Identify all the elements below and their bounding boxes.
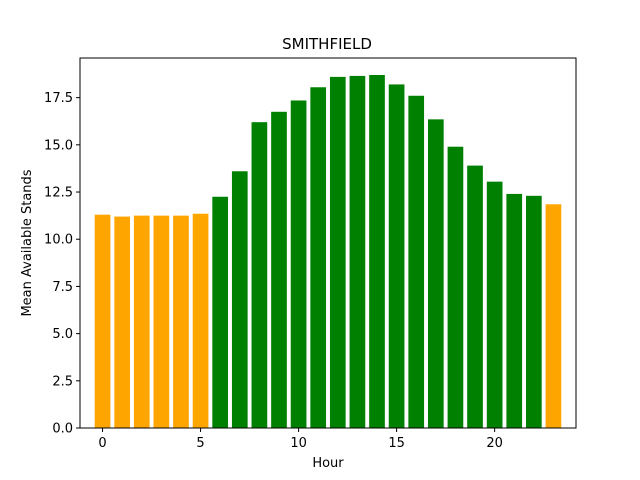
bar-hour-20 bbox=[486, 181, 503, 428]
bar-hour-10 bbox=[290, 100, 307, 428]
bar-hour-19 bbox=[467, 165, 483, 428]
y-tick-label: 0.0 bbox=[52, 422, 73, 437]
x-tick-label: 10 bbox=[290, 436, 307, 451]
y-tick-label: 15.0 bbox=[44, 138, 73, 153]
x-tick-label: 5 bbox=[196, 436, 204, 451]
bar-hour-23 bbox=[545, 204, 562, 428]
bar-hour-17 bbox=[427, 119, 444, 428]
bar-hour-0 bbox=[94, 214, 111, 428]
bar-hour-6 bbox=[212, 196, 229, 428]
bar-hour-3 bbox=[153, 215, 170, 428]
y-axis-ticks: 0.0 2.5 5.0 7.5 10.0 12.5 15.0 17.5 bbox=[44, 91, 80, 437]
bar-hour-4 bbox=[173, 215, 189, 428]
x-axis-ticks: 0 5 10 15 20 bbox=[98, 428, 503, 451]
bar-hour-16 bbox=[408, 95, 425, 428]
y-tick-label: 10.0 bbox=[44, 233, 73, 248]
bar-hour-15 bbox=[388, 84, 405, 429]
bar-hour-14 bbox=[369, 74, 385, 429]
bar-hour-2 bbox=[133, 215, 150, 428]
bar-hour-18 bbox=[447, 146, 464, 428]
bar-hour-22 bbox=[526, 195, 542, 428]
x-tick-label: 15 bbox=[388, 436, 405, 451]
bar-hour-12 bbox=[329, 76, 346, 428]
bar-hour-13 bbox=[349, 75, 366, 429]
y-axis-title: Mean Available Stands bbox=[20, 169, 35, 316]
x-tick-label: 0 bbox=[98, 436, 106, 451]
bar-hour-7 bbox=[231, 171, 248, 428]
y-tick-label: 17.5 bbox=[44, 91, 73, 106]
bar-hour-21 bbox=[506, 193, 523, 428]
x-axis-title: Hour bbox=[312, 456, 344, 471]
bar-hour-5 bbox=[192, 213, 209, 428]
plot-frame bbox=[79, 57, 577, 429]
y-tick-label: 2.5 bbox=[52, 374, 73, 389]
bars-group bbox=[94, 74, 562, 429]
chart-title: SMITHFIELD bbox=[282, 35, 372, 53]
bar-hour-8 bbox=[251, 122, 268, 429]
y-tick-label: 7.5 bbox=[52, 280, 73, 295]
bar-hour-9 bbox=[271, 111, 287, 429]
bar-hour-11 bbox=[310, 87, 327, 428]
bar-hour-1 bbox=[114, 216, 130, 428]
y-tick-label: 5.0 bbox=[52, 327, 73, 342]
y-tick-label: 12.5 bbox=[44, 186, 73, 201]
x-tick-label: 20 bbox=[486, 436, 503, 451]
